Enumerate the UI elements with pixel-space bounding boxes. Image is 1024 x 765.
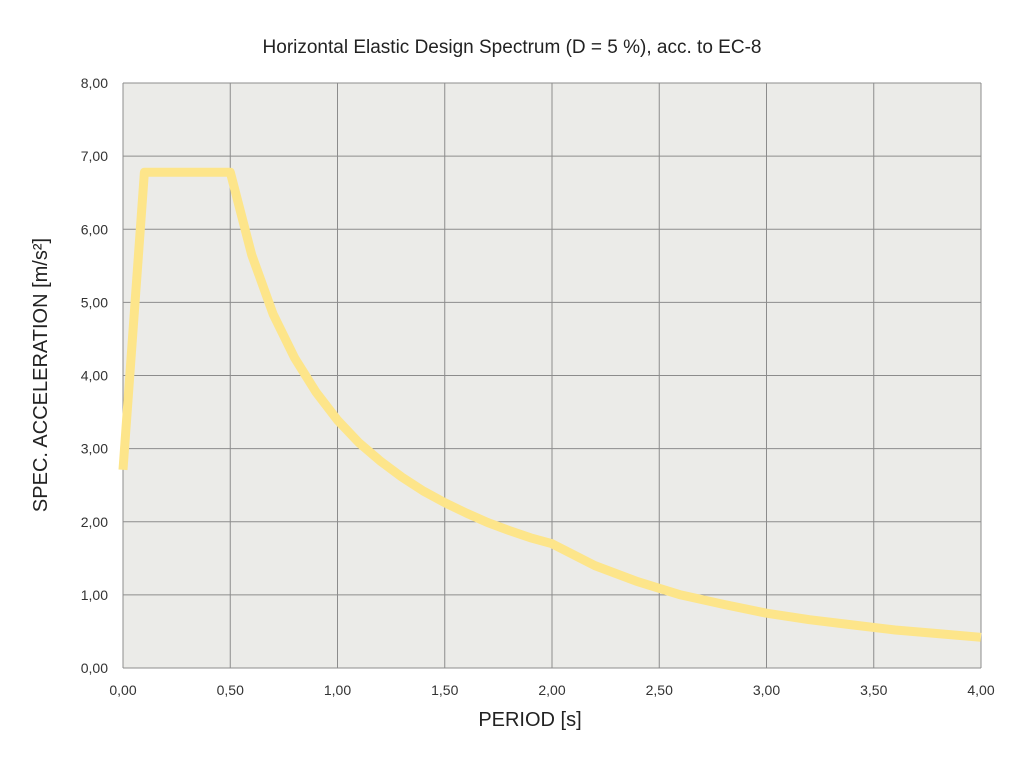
y-axis-ticks: 0,00 1,00 2,00 3,00 4,00 5,00 6,00 7,00 8,00 xyxy=(81,75,108,676)
x-tick-label: 2,00 xyxy=(538,682,565,698)
y-tick-label: 1,00 xyxy=(81,587,108,603)
y-tick-label: 0,00 xyxy=(81,660,108,676)
x-tick-label: 2,50 xyxy=(646,682,673,698)
grid-lines xyxy=(122,82,982,669)
y-tick-label: 2,00 xyxy=(81,514,108,530)
x-axis-label: PERIOD [s] xyxy=(478,709,581,731)
spectrum-series-line xyxy=(118,167,982,642)
y-tick-label: 5,00 xyxy=(81,294,108,310)
y-axis-label: SPEC. ACCELERATION [m/s²] xyxy=(30,238,52,512)
x-tick-label: 0,00 xyxy=(109,682,136,698)
x-tick-label: 4,00 xyxy=(967,682,994,698)
y-tick-label: 4,00 xyxy=(81,368,108,384)
y-tick-label: 3,00 xyxy=(81,441,108,457)
y-tick-label: 6,00 xyxy=(81,221,108,237)
chart-title: Horizontal Elastic Design Spectrum (D = … xyxy=(263,37,762,58)
x-tick-label: 3,50 xyxy=(860,682,887,698)
y-tick-label: 8,00 xyxy=(81,75,108,91)
x-tick-label: 3,00 xyxy=(753,682,780,698)
x-tick-label: 0,50 xyxy=(217,682,244,698)
series-layer xyxy=(118,167,982,642)
x-tick-label: 1,50 xyxy=(431,682,458,698)
x-axis-ticks: 0,00 0,50 1,00 1,50 2,00 2,50 3,00 3,50 4,00 xyxy=(109,682,994,698)
x-tick-label: 1,00 xyxy=(324,682,351,698)
y-tick-label: 7,00 xyxy=(81,148,108,164)
